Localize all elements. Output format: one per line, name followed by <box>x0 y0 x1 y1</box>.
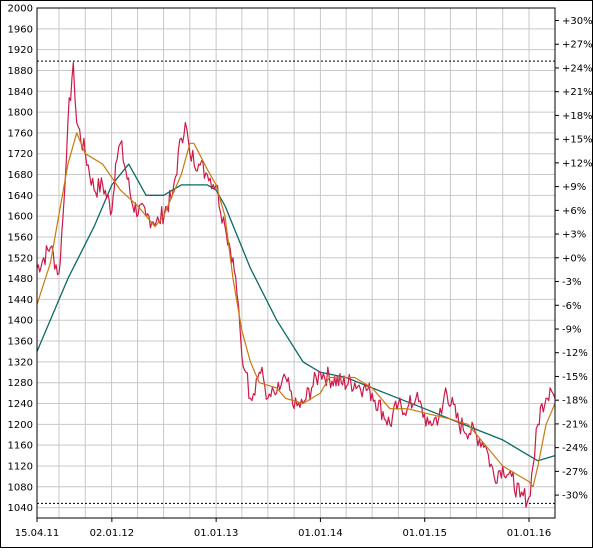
x-tick-label: 01.01.15 <box>402 528 447 539</box>
y-tick-label-left: 1080 <box>8 482 33 493</box>
y-tick-label-right: -24% <box>562 443 588 454</box>
y-tick-label-right: +0% <box>562 253 586 264</box>
y-tick-label-left: 1520 <box>8 253 33 264</box>
y-tick-label-right: -18% <box>562 396 588 407</box>
x-tick-label: 02.01.12 <box>90 528 135 539</box>
y-tick-label-left: 1840 <box>8 87 33 98</box>
y-tick-label-right: +12% <box>562 158 593 169</box>
y-tick-label-right: +3% <box>562 230 586 241</box>
y-tick-label-left: 1640 <box>8 191 33 202</box>
y-tick-label-left: 1320 <box>8 357 33 368</box>
y-tick-label-left: 1440 <box>8 295 33 306</box>
x-tick-label: 01.01.13 <box>194 528 239 539</box>
y-tick-label-left: 1560 <box>8 232 33 243</box>
y-tick-label-right: -9% <box>562 324 581 335</box>
y-tick-label-left: 1920 <box>8 45 33 56</box>
y-tick-label-left: 1360 <box>8 337 33 348</box>
x-tick-label: 15.04.11 <box>15 528 60 539</box>
y-tick-label-right: +15% <box>562 135 593 146</box>
y-tick-label-right: +33% <box>562 0 593 3</box>
x-tick-label: 01.01.16 <box>507 528 552 539</box>
y-tick-label-right: -12% <box>562 348 588 359</box>
y-tick-label-right: -3% <box>562 277 581 288</box>
y-tick-label-right: +21% <box>562 87 593 98</box>
y-tick-label-left: 1200 <box>8 420 33 431</box>
y-tick-label-right: +30% <box>562 16 593 27</box>
price-line <box>36 62 556 508</box>
y-tick-label-right: +9% <box>562 182 586 193</box>
y-tick-label-right: +24% <box>562 63 593 74</box>
y-tick-label-right: +27% <box>562 40 593 51</box>
y-tick-label-left: 1600 <box>8 212 33 223</box>
x-axis: 15.04.11 02.01.12 01.01.13 01.01.14 01.01.15… <box>15 518 552 539</box>
grid-layer <box>37 7 556 518</box>
y-tick-label-right: -6% <box>562 301 581 312</box>
y-tick-label-left: 1120 <box>8 461 33 472</box>
x-tick-label: 01.01.14 <box>298 528 343 539</box>
y-axis-right: +33% +30% +27% +24% +21% +18% +15% +12% +9% +6% +3… <box>555 0 593 502</box>
y-tick-label-left: 1720 <box>8 149 33 160</box>
y-tick-label-right: -21% <box>562 419 588 430</box>
y-tick-label-right: -30% <box>562 491 588 502</box>
moving-average-short-line <box>36 132 556 488</box>
y-tick-label-left: 1960 <box>8 24 33 35</box>
y-tick-label-left: 1760 <box>8 128 33 139</box>
y-tick-label-right: +18% <box>562 111 593 122</box>
y-tick-label-left: 1240 <box>8 399 33 410</box>
y-tick-label-left: 1800 <box>8 108 33 119</box>
y-tick-label-left: 1160 <box>8 441 33 452</box>
y-tick-label-right: +6% <box>562 206 586 217</box>
y-tick-label-left: 1680 <box>8 170 33 181</box>
plot-border <box>36 7 556 519</box>
y-tick-label-left: 1280 <box>8 378 33 389</box>
y-tick-label-right: -15% <box>562 372 588 383</box>
y-tick-label-right: -27% <box>562 467 588 478</box>
series-layer <box>36 62 556 508</box>
moving-average-long-line <box>36 163 556 462</box>
y-tick-label-left: 1480 <box>8 274 33 285</box>
y-tick-label-left: 2000 <box>8 4 33 15</box>
y-tick-label-left: 1040 <box>8 503 33 514</box>
y-tick-label-left: 1880 <box>8 66 33 77</box>
y-axis-left: 2000 1960 1920 1880 1840 1800 1760 1720 1680 1640… <box>8 4 33 515</box>
y-tick-label-left: 1400 <box>8 316 33 327</box>
